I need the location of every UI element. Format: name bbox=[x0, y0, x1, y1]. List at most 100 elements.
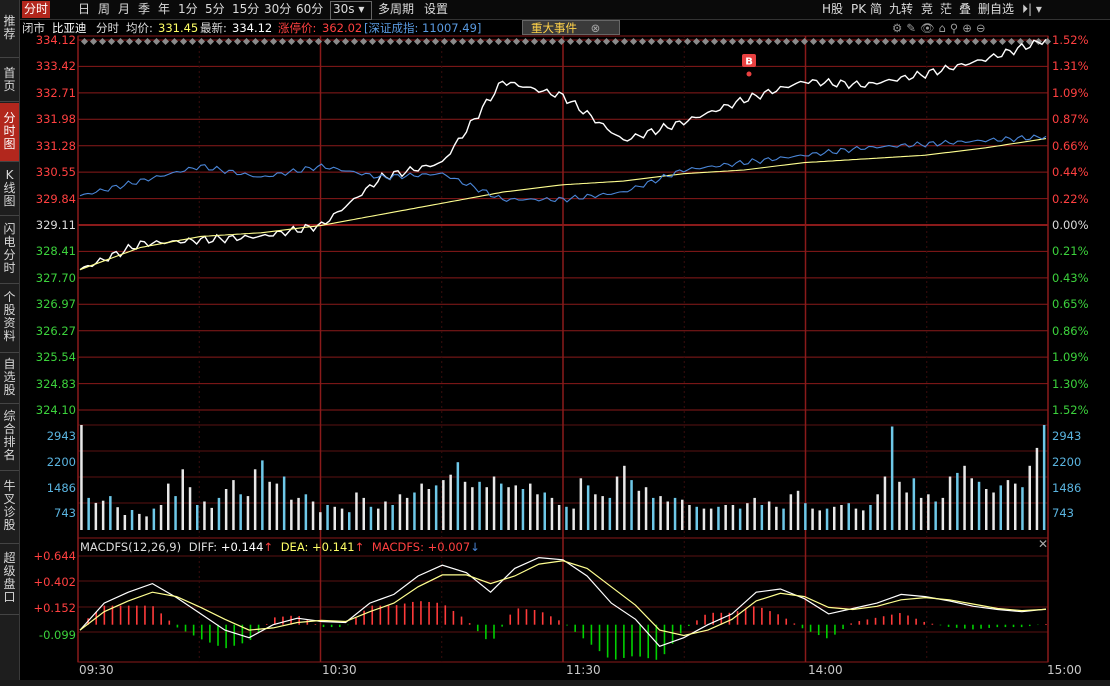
toolbar-right-2[interactable]: 简 bbox=[870, 2, 883, 16]
volume-bar bbox=[377, 508, 380, 530]
volume-bar bbox=[905, 492, 908, 530]
event-diamond-icon bbox=[494, 37, 503, 46]
volume-bar bbox=[811, 508, 814, 530]
event-diamond-icon bbox=[755, 37, 764, 46]
toolbar-right-3[interactable]: 九转 bbox=[889, 2, 914, 16]
sidebar-item-9[interactable]: 超级盘口 bbox=[0, 545, 19, 615]
sidebar-item-7[interactable]: 综合排名 bbox=[0, 405, 19, 471]
event-diamond-icon bbox=[863, 37, 872, 46]
volume-bar bbox=[919, 497, 923, 530]
volume-bar bbox=[420, 483, 423, 530]
tab-period-3[interactable]: 月 bbox=[118, 2, 131, 16]
event-diamond-icon bbox=[323, 37, 332, 46]
toolbar-right-0[interactable]: H股 bbox=[822, 2, 844, 16]
volume-bar bbox=[87, 497, 90, 530]
avg-price-line bbox=[79, 138, 1047, 271]
volume-bar bbox=[188, 487, 192, 530]
volume-bar bbox=[536, 494, 539, 530]
volume-bar bbox=[594, 494, 597, 530]
sidebar-item-char: 合 bbox=[3, 422, 16, 436]
sidebar-item-char: 牛 bbox=[3, 479, 16, 493]
event-diamond-icon bbox=[206, 37, 215, 46]
sidebar-item-2[interactable]: 分时图 bbox=[0, 103, 19, 162]
tab-period-0[interactable]: 分时 bbox=[22, 1, 51, 18]
event-diamond-icon bbox=[881, 37, 890, 46]
event-diamond-icon bbox=[593, 37, 602, 46]
event-diamond-icon bbox=[188, 37, 197, 46]
toolbar-right-5[interactable]: 茫 bbox=[940, 2, 953, 16]
percent-tick-label: 0.43% bbox=[1052, 270, 1089, 285]
multi-period-button[interactable]: 多周期 bbox=[378, 2, 415, 16]
trade-marker-bg bbox=[742, 53, 756, 67]
index-quote[interactable]: [深证成指: 11007.49] bbox=[364, 21, 482, 35]
toolbar-right-1[interactable]: PK bbox=[851, 2, 867, 16]
volume-bar bbox=[796, 490, 800, 530]
sidebar-item-1[interactable]: 首页 bbox=[0, 60, 19, 102]
volume-bar bbox=[196, 505, 199, 530]
sidebar-item-char: 电 bbox=[3, 234, 16, 249]
toolbar-right-6[interactable]: 叠 bbox=[959, 2, 972, 16]
index-line bbox=[79, 134, 1047, 203]
event-diamond-icon bbox=[710, 37, 719, 46]
sidebar-item-6[interactable]: 自选股 bbox=[0, 354, 19, 404]
event-diamond-icon bbox=[656, 37, 665, 46]
volume-bar bbox=[956, 472, 959, 530]
settings-button[interactable]: 设置 bbox=[424, 2, 449, 16]
time-tick-label: 09:30 bbox=[79, 663, 114, 677]
macdfs-value: +0.007 bbox=[427, 540, 471, 554]
toolbar-right-4[interactable]: 竞 bbox=[921, 2, 934, 16]
macd-header: MACDFS(12,26,9) DIFF: +0.144↑ DEA: +0.14… bbox=[80, 540, 480, 554]
event-diamond-icon bbox=[485, 37, 494, 46]
event-diamond-icon bbox=[143, 37, 152, 46]
sidebar-item-char: 料 bbox=[3, 329, 16, 343]
sidebar-item-char: 时 bbox=[3, 123, 16, 138]
tab-period-10[interactable]: 60分 bbox=[296, 2, 324, 16]
tab-period-1[interactable]: 日 bbox=[78, 2, 91, 16]
tab-period-4[interactable]: 季 bbox=[138, 2, 151, 16]
tab-period-8[interactable]: 15分 bbox=[232, 2, 260, 16]
event-diamond-icon bbox=[548, 37, 557, 46]
macd-tick-label: +0.402 bbox=[33, 575, 76, 589]
event-diamond-icon bbox=[413, 37, 422, 46]
tab-period-9[interactable]: 30分 bbox=[264, 2, 292, 16]
event-diamond-icon bbox=[152, 37, 161, 46]
toolbar-right-7[interactable]: 删自选 bbox=[978, 2, 1015, 16]
nav-arrow-icon[interactable]: ⏵| ▾ bbox=[1022, 2, 1042, 16]
volume-bar bbox=[116, 507, 119, 530]
volume-bar bbox=[224, 489, 228, 530]
volume-bar bbox=[398, 494, 402, 530]
event-diamond-icon bbox=[431, 37, 440, 46]
sidebar-item-0[interactable]: 推荐 bbox=[0, 0, 19, 58]
volume-bar bbox=[181, 469, 184, 530]
close-icon[interactable]: ⊗ bbox=[590, 21, 601, 35]
chart-tool-icons[interactable]: ⚙✎👁⌂⚲⊕⊖ bbox=[892, 21, 990, 35]
tab-period-2[interactable]: 周 bbox=[98, 2, 111, 16]
sidebar-item-8[interactable]: 牛叉诊股 bbox=[0, 472, 19, 544]
volume-bar bbox=[449, 474, 452, 530]
event-diamond-icon bbox=[503, 37, 512, 46]
volume-bar bbox=[934, 501, 937, 530]
event-diamond-icon bbox=[260, 37, 269, 46]
event-diamond-icon bbox=[530, 37, 539, 46]
event-diamond-icon bbox=[854, 37, 863, 46]
event-diamond-icon bbox=[836, 37, 845, 46]
sidebar-item-5[interactable]: 个股资料 bbox=[0, 285, 19, 353]
tab-period-6[interactable]: 1分 bbox=[178, 2, 198, 16]
volume-bar bbox=[825, 508, 829, 530]
interval-select[interactable]: 30s ▾ bbox=[330, 1, 372, 20]
event-tag[interactable]: 重大事件 ⊗ bbox=[522, 20, 620, 35]
sidebar-item-4[interactable]: 闪电分时 bbox=[0, 217, 19, 284]
close-icon[interactable]: ✕ bbox=[1037, 537, 1049, 551]
volume-bar bbox=[348, 512, 351, 530]
sidebar-item-char: 股 bbox=[3, 383, 16, 397]
tab-period-7[interactable]: 5分 bbox=[205, 2, 225, 16]
sidebar-item-char: 口 bbox=[3, 590, 16, 604]
sidebar-item-char: 自 bbox=[3, 357, 16, 371]
volume-bar bbox=[767, 501, 771, 530]
tab-period-5[interactable]: 年 bbox=[158, 2, 171, 16]
volume-bar bbox=[565, 506, 568, 530]
volume-bar bbox=[514, 485, 517, 530]
avg-label: 均价: bbox=[126, 21, 153, 35]
volume-bar bbox=[550, 497, 554, 530]
